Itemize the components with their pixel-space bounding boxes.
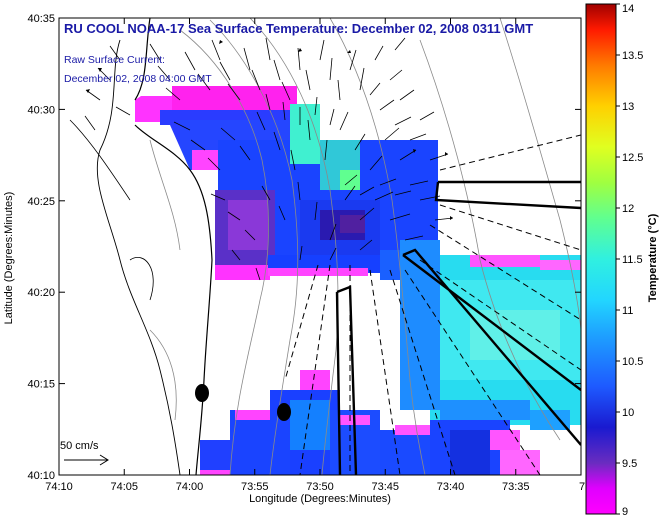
colorbar-tick-label: 14 <box>622 3 634 15</box>
station-marker <box>277 403 291 421</box>
land-mask <box>59 18 215 475</box>
y-tick-label: 40:25 <box>27 196 55 208</box>
x-tick-label: 73:55 <box>241 481 269 493</box>
x-tick-label: 73:40 <box>437 481 465 493</box>
colorbar-tick-label: 11.5 <box>622 254 643 266</box>
x-tick-label: 74:10 <box>45 481 73 493</box>
colorbar <box>585 3 617 515</box>
subtitle-line-2: December 02, 2008 04:00 GMT <box>64 73 212 85</box>
x-tick-label: 73:35 <box>502 481 530 493</box>
colorbar-ticks: 9 9.5 10 10.5 11 11.5 12 12.5 13 13.5 14 <box>616 3 643 518</box>
coverage-lines <box>284 134 581 475</box>
colorbar-label: Temperature (°C) <box>647 213 659 302</box>
y-tick-label: 40:35 <box>27 13 55 25</box>
y-tick-label: 40:30 <box>27 104 55 116</box>
x-tick-label: 73:45 <box>371 481 399 493</box>
y-tick-label: 40:15 <box>27 379 55 391</box>
plot-area <box>59 18 581 475</box>
colorbar-tick-label: 11 <box>622 305 633 317</box>
x-axis-label: Longitude (Degrees:Minutes) <box>249 493 391 505</box>
colorbar-tick-label: 13 <box>622 101 634 113</box>
subtitle-line-1: Raw Surface Current: <box>64 54 165 66</box>
y-axis-label: Latitude (Degrees:Minutes) <box>3 192 15 325</box>
colorbar-tick-label: 10.5 <box>622 356 643 368</box>
x-tick-label: 74:05 <box>110 481 138 493</box>
y-axis-ticks: 40:35 40:30 40:25 40:20 40:15 40:10 <box>27 13 581 482</box>
scale-label: 50 cm/s <box>60 440 99 452</box>
colorbar-tick-label: 9.5 <box>622 458 637 470</box>
colorbar-tick-label: 10 <box>622 407 634 419</box>
x-tick-label: 73:50 <box>306 481 334 493</box>
y-tick-label: 40:10 <box>27 470 55 482</box>
current-vectors <box>84 37 454 281</box>
y-tick-label: 40:20 <box>27 287 55 299</box>
colorbar-tick-label: 9 <box>622 506 628 518</box>
chart-title: RU COOL NOAA-17 Sea Surface Temperature:… <box>64 21 533 36</box>
boundary-polygons <box>335 180 581 475</box>
isobaths <box>149 18 581 475</box>
colorbar-tick-label: 12.5 <box>622 152 643 164</box>
station-marker <box>195 384 209 402</box>
x-tick-label: 74:00 <box>176 481 204 493</box>
colorbar-tick-label: 12 <box>622 203 634 215</box>
colorbar-tick-label: 13.5 <box>622 50 643 62</box>
scale-arrow <box>64 454 109 466</box>
